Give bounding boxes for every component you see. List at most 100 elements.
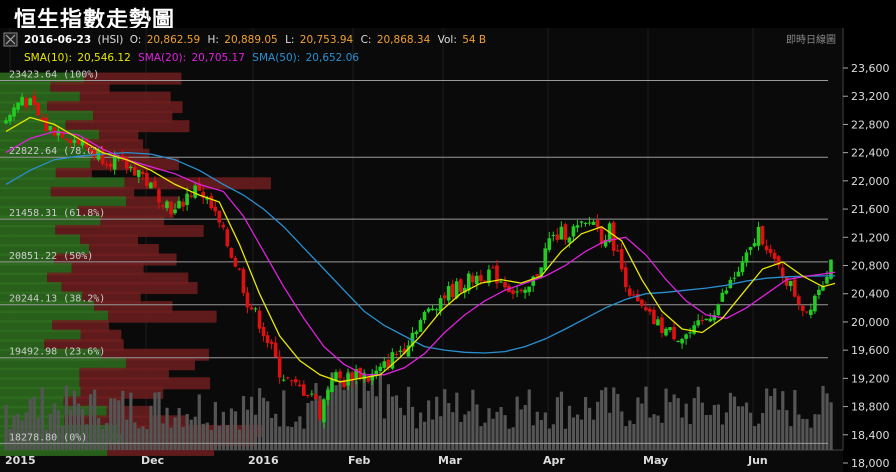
volume-bar <box>213 401 217 450</box>
volume-bar <box>153 392 157 450</box>
volume-bar <box>475 404 479 450</box>
volume-bar <box>229 408 234 450</box>
candle-body <box>330 379 334 392</box>
candle-body <box>475 275 479 285</box>
volume-bar <box>423 421 427 450</box>
candle-body <box>656 319 660 326</box>
volume-bar <box>386 384 391 450</box>
candle-body <box>434 309 439 311</box>
volume-bar <box>769 396 773 450</box>
volume-bar <box>789 426 793 450</box>
vp-bar-down <box>55 224 204 237</box>
vp-bar-up <box>0 234 81 247</box>
candle-body <box>563 224 568 240</box>
candle-body <box>801 305 805 311</box>
volume-bar <box>48 413 52 450</box>
candle-body <box>752 243 757 247</box>
candle-body <box>611 222 616 251</box>
volume-bar <box>125 419 129 450</box>
candle-body <box>301 384 306 396</box>
volume-bar <box>217 426 221 450</box>
volume-bar <box>487 408 491 450</box>
candle-body <box>821 285 825 291</box>
volume-bar <box>64 385 69 450</box>
volume-bar <box>704 414 708 450</box>
candle-body <box>36 102 40 116</box>
volume-bar <box>32 396 36 450</box>
volume-bar <box>696 386 700 450</box>
candle-body <box>595 219 600 228</box>
volume-bar <box>286 426 290 450</box>
volume-bar <box>133 422 137 450</box>
candle-body <box>80 140 85 146</box>
volume-bar <box>137 428 141 450</box>
fib-label: 21458.31 (61.8%) <box>9 208 105 219</box>
volume-bar <box>282 390 286 450</box>
candle-body <box>104 163 109 166</box>
vp-bar-down <box>61 282 198 295</box>
candle-body <box>209 196 214 209</box>
volume-bar <box>258 388 262 450</box>
y-tick-label: 23,200 <box>851 90 890 103</box>
vp-bar-up <box>0 329 81 342</box>
hsi-chart[interactable]: 23423.64 (100%) 22822.64 (78.6%) 21458.31 … <box>0 28 896 472</box>
volume-bar <box>491 418 495 450</box>
vp-bar-down <box>93 110 173 123</box>
volume-bar <box>165 407 169 450</box>
volume-bar <box>455 392 459 450</box>
candle-body <box>817 289 821 295</box>
candle-body <box>740 261 745 273</box>
volume-bar <box>221 411 226 450</box>
candle-body <box>796 296 801 305</box>
candle-body <box>92 149 97 158</box>
candle-body <box>181 201 185 207</box>
volume-bar <box>366 390 370 450</box>
candle-body <box>631 294 636 296</box>
vp-bar-up <box>0 291 83 304</box>
candle-body <box>233 257 238 267</box>
volume-bar <box>334 385 338 450</box>
volume-bar <box>266 401 270 450</box>
volume-bar <box>644 386 648 450</box>
volume-bar <box>636 397 640 450</box>
candle-body <box>273 342 278 358</box>
volume-bar <box>761 413 765 450</box>
volume-bar <box>628 420 632 450</box>
vp-bar-down <box>84 139 144 152</box>
volume-bar <box>431 419 435 450</box>
volume-bar <box>471 389 475 450</box>
candle-body <box>314 394 318 399</box>
candle-body <box>374 370 379 376</box>
candle-body <box>76 138 81 145</box>
vp-bar-down <box>79 91 171 104</box>
candle-body <box>660 317 664 333</box>
volume-bar <box>20 420 24 450</box>
candle-body <box>720 292 725 302</box>
volume-bar <box>797 414 801 450</box>
candle-body <box>60 131 65 138</box>
candle-body <box>217 210 222 223</box>
volume-bar <box>382 418 386 450</box>
volume-bar <box>740 406 745 450</box>
expand-icon[interactable] <box>3 32 18 47</box>
candle-body <box>350 372 354 382</box>
vp-bar-down <box>44 339 124 352</box>
volume-bar <box>394 395 399 450</box>
candle-body <box>458 279 463 292</box>
volume-bar <box>523 405 527 450</box>
vp-bar-up <box>0 253 54 266</box>
vp-bar-down <box>94 301 173 314</box>
volume-bar <box>676 398 680 450</box>
volume-bar <box>72 390 77 450</box>
volume-bar <box>314 383 318 450</box>
volume-bar <box>362 372 366 450</box>
candle-body <box>535 274 540 277</box>
volume-bar <box>201 423 205 450</box>
volume-bar <box>688 424 692 450</box>
vp-bar-up <box>0 91 80 104</box>
candle-body <box>732 277 737 279</box>
volume-bar <box>101 428 105 450</box>
candle-body <box>293 379 298 383</box>
candle-body <box>342 380 346 388</box>
candle-body <box>636 293 640 302</box>
